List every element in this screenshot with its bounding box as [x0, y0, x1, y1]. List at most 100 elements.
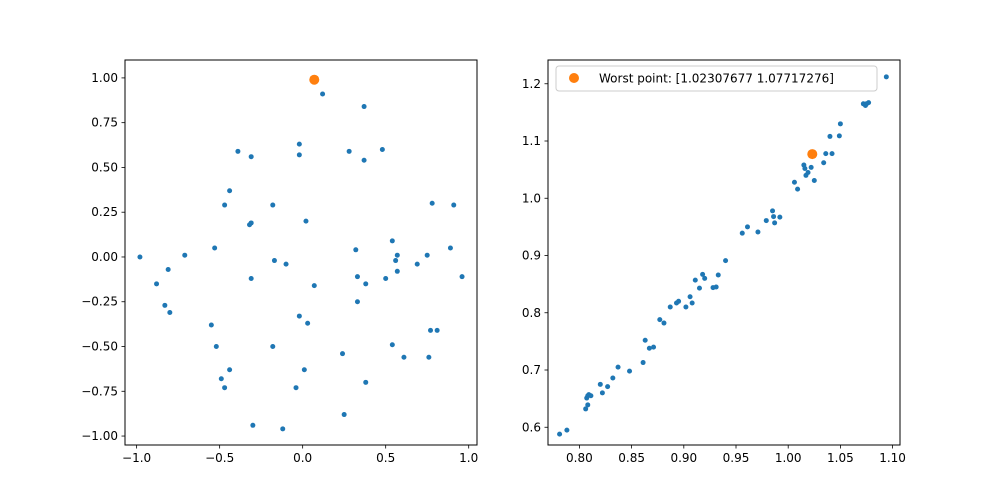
left-y-tick-label: 0.25 — [91, 205, 118, 219]
left-x-tick-label: 0.5 — [376, 451, 395, 465]
left-data-point — [379, 147, 385, 153]
right-data-point — [667, 304, 673, 310]
right-data-point — [599, 390, 605, 396]
left-data-point — [361, 104, 367, 110]
left-data-point — [434, 327, 440, 333]
left-x-tick-label: −1.0 — [122, 451, 151, 465]
left-x-tick-label: −0.5 — [205, 451, 234, 465]
right-y-tick-label: 1.2 — [522, 77, 541, 91]
left-y-tick-label: 0.50 — [91, 160, 118, 174]
right-x-tick-label: 0.80 — [566, 451, 593, 465]
legend-box — [555, 65, 878, 92]
right-data-point — [564, 427, 570, 433]
left-data-point — [354, 274, 360, 280]
right-data-point — [627, 368, 633, 374]
left-y-axis-ticks: −1.00 −0.75 −0.50 −0.25 0.00 0.25 0.50 0.75 1.00 — [81, 71, 125, 443]
left-worst-point-marker — [309, 74, 320, 85]
right-worst-point-marker — [807, 149, 818, 160]
left-data-point — [182, 252, 188, 258]
right-x-tick-label: 1.10 — [879, 451, 906, 465]
right-data-point — [770, 208, 776, 214]
right-y-axis-ticks: 0.6 0.7 0.8 0.9 1.0 1.1 1.2 — [522, 77, 548, 434]
right-axes-frame — [547, 59, 901, 446]
left-data-point — [162, 302, 168, 308]
right-data-point — [642, 337, 648, 343]
left-data-point — [227, 188, 233, 194]
right-x-tick-label: 1.00 — [775, 451, 802, 465]
left-data-point — [363, 281, 369, 287]
right-data-point — [583, 406, 589, 412]
left-y-tick-label: −0.75 — [81, 384, 118, 398]
left-data-point — [248, 275, 254, 281]
right-data-point — [821, 160, 827, 166]
legend-marker-worst-point — [569, 73, 579, 83]
left-data-point — [389, 238, 395, 244]
right-data-point — [836, 133, 842, 139]
right-x-axis-ticks: 0.80 0.85 0.90 0.95 1.00 1.05 1.10 — [566, 445, 906, 465]
right-data-point — [823, 151, 829, 157]
right-data-point — [808, 164, 814, 170]
right-data-point — [866, 100, 872, 106]
left-data-point — [393, 258, 399, 264]
left-data-point — [293, 385, 299, 391]
right-x-tick-label: 1.05 — [827, 451, 854, 465]
right-data-point — [557, 431, 563, 437]
right-data-point — [605, 384, 611, 390]
right-scatter-marks — [557, 74, 889, 437]
left-data-point — [270, 344, 276, 350]
left-scatter-panel: −1.00−0.75−0.50−0.250.000.250.500.751.00… — [81, 59, 478, 465]
right-data-point — [755, 229, 761, 235]
right-data-point — [689, 300, 695, 306]
right-data-point — [646, 345, 652, 351]
left-y-tick-label: 0.00 — [91, 250, 118, 264]
right-data-point — [883, 74, 889, 80]
right-data-point — [763, 218, 769, 224]
left-x-axis-ticks: −1.0 −0.5 0.0 0.5 1.0 — [122, 445, 478, 465]
right-data-point — [772, 220, 778, 226]
legend-label-worst-point: Worst point: [1.02307677 1.07717276] — [599, 72, 834, 86]
right-x-tick-label: 0.90 — [670, 451, 697, 465]
right-y-tick-label: 1.1 — [522, 134, 541, 148]
left-y-tick-label: −0.25 — [81, 295, 118, 309]
left-data-point — [167, 309, 173, 315]
left-data-point — [218, 376, 224, 382]
right-data-point — [661, 320, 667, 326]
right-data-point — [715, 272, 721, 278]
right-data-point — [777, 214, 783, 220]
left-data-point — [414, 261, 420, 267]
right-x-tick-label: 0.95 — [723, 451, 750, 465]
right-data-point — [837, 121, 843, 127]
right-y-tick-label: 0.9 — [522, 249, 541, 263]
left-data-point — [383, 275, 389, 281]
left-data-point — [354, 299, 360, 305]
right-data-point — [700, 271, 706, 277]
right-y-tick-label: 0.8 — [522, 306, 541, 320]
left-data-point — [154, 281, 160, 287]
left-data-point — [301, 367, 307, 373]
left-data-point — [361, 157, 367, 163]
left-data-point — [394, 268, 400, 274]
right-data-point — [723, 258, 729, 264]
left-data-point — [429, 200, 435, 206]
left-data-point — [459, 274, 465, 280]
left-data-point — [296, 313, 302, 319]
left-data-point — [165, 267, 171, 273]
left-data-point — [394, 252, 400, 258]
right-data-point — [610, 375, 616, 381]
left-data-point — [227, 367, 233, 373]
right-data-point — [585, 402, 591, 408]
right-scatter-panel: 0.6 0.7 0.8 0.9 1.0 1.1 1.2 0.80 0.85 0.90 0.95 1.… — [522, 59, 906, 465]
left-data-point — [296, 152, 302, 158]
left-data-point — [137, 254, 143, 260]
left-data-point — [208, 322, 214, 328]
right-data-point — [713, 284, 719, 290]
left-x-tick-label: 0.0 — [293, 451, 312, 465]
left-data-point — [451, 202, 457, 208]
left-x-tick-label: 1.0 — [459, 451, 478, 465]
left-data-point — [426, 354, 432, 360]
left-data-point — [248, 154, 254, 160]
left-y-tick-label: −1.00 — [81, 429, 118, 443]
left-data-point — [270, 202, 276, 208]
left-data-point — [247, 222, 253, 228]
